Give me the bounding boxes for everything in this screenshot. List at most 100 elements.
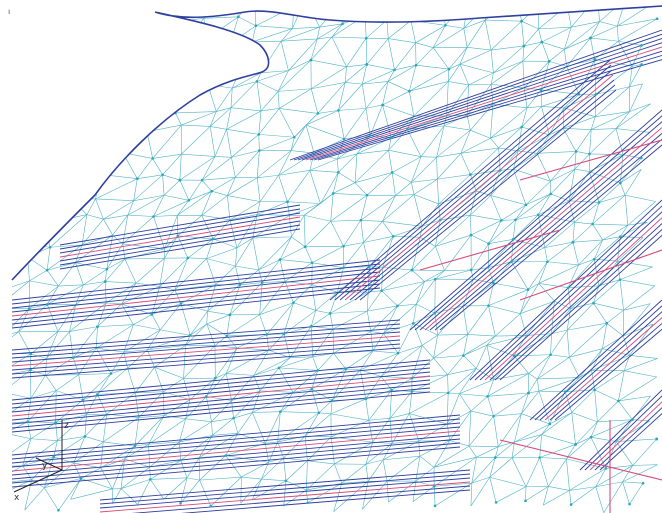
mesh-edge	[432, 25, 446, 48]
mesh-edge	[470, 234, 489, 244]
mesh-edge	[490, 72, 494, 85]
axis-z-label: z	[64, 421, 69, 431]
mesh-edge	[58, 284, 84, 287]
mesh-node	[365, 193, 369, 197]
mesh-edge	[579, 348, 603, 378]
mesh-edge	[411, 269, 445, 271]
mesh-edge	[590, 37, 595, 60]
mesh-edge	[394, 64, 417, 71]
mesh-edge	[230, 41, 253, 45]
mesh-edge	[443, 114, 468, 127]
mesh-node	[278, 258, 282, 261]
mesh-edge	[229, 201, 261, 221]
mesh-edge	[151, 110, 176, 114]
mesh-node	[628, 502, 631, 506]
contour-line	[12, 283, 381, 325]
contour-line	[549, 319, 662, 421]
mesh-edge	[1, 223, 6, 245]
mesh-edge	[74, 83, 111, 106]
mesh-edge	[152, 153, 182, 159]
mesh-edge	[490, 104, 494, 139]
mesh-node	[45, 268, 49, 272]
mesh-edge	[160, 303, 182, 331]
mesh-edge	[447, 374, 449, 393]
contour-line	[539, 309, 662, 421]
mesh-edge	[252, 392, 294, 413]
mesh-edge	[345, 64, 367, 83]
mesh-edge	[27, 256, 48, 271]
mesh-edge	[45, 358, 47, 376]
mesh-node	[96, 393, 99, 396]
mesh-edge	[486, 345, 495, 380]
mesh-edge	[149, 441, 180, 468]
mesh-edge	[235, 237, 253, 267]
mesh-edge	[539, 457, 549, 487]
mesh-edge	[329, 291, 369, 314]
mesh-edge	[595, 86, 630, 117]
mesh-edge	[343, 108, 367, 140]
contour-line	[12, 446, 461, 488]
mesh-edge	[539, 457, 567, 460]
mesh-edge	[0, 289, 5, 308]
mesh-edge	[150, 460, 181, 480]
mesh-edge	[538, 26, 572, 30]
mesh-edge	[12, 91, 22, 114]
mesh-node	[224, 454, 227, 457]
mesh-edge	[253, 357, 291, 376]
mesh-edge	[29, 46, 55, 50]
mesh-edge	[105, 112, 136, 135]
mesh-edge	[187, 238, 214, 259]
mesh-edge	[366, 172, 393, 196]
mesh-edge	[26, 48, 56, 72]
domain-boundary	[11, 5, 662, 281]
mesh-edge	[317, 23, 343, 40]
mesh-edge	[498, 413, 522, 447]
mesh-edge	[12, 256, 28, 262]
mesh-edge	[590, 21, 600, 39]
mesh-node	[292, 135, 296, 139]
mesh-edge	[550, 193, 570, 202]
mesh-edge	[159, 257, 189, 287]
mesh-edge	[265, 441, 278, 444]
mesh-edge	[134, 443, 149, 447]
mesh-edge	[187, 257, 207, 259]
mesh-edge	[338, 172, 356, 183]
mesh-edge	[345, 368, 361, 371]
mesh-edge	[27, 192, 30, 222]
mesh-edge	[181, 111, 217, 126]
mesh-edge	[123, 329, 161, 353]
mesh-node	[396, 351, 400, 355]
mesh-node	[151, 157, 154, 160]
mesh-edge	[567, 322, 607, 331]
mesh-edge	[631, 45, 642, 67]
mesh-edge	[538, 214, 575, 223]
mesh-edge	[47, 104, 75, 109]
mesh-node	[155, 47, 158, 50]
mesh-edge	[291, 236, 306, 248]
mesh-edge	[29, 197, 48, 222]
mesh-edge	[566, 330, 570, 358]
mesh-edge	[306, 460, 308, 491]
mesh-edge	[283, 457, 287, 481]
mesh-edge	[513, 150, 519, 170]
contour-line	[469, 199, 662, 381]
mesh-edge	[290, 137, 295, 151]
mesh-edge	[366, 64, 395, 71]
mesh-edge	[20, 64, 53, 92]
mesh-edge	[278, 367, 318, 371]
mesh-edge	[175, 112, 182, 126]
mesh-edge	[392, 156, 422, 173]
contour-line	[354, 84, 616, 301]
mesh-edge	[598, 182, 621, 203]
mesh-edge	[598, 260, 618, 287]
mesh-edge	[27, 192, 48, 198]
mesh-edge	[541, 106, 564, 109]
axis-y-label: y	[42, 461, 48, 471]
contour-line	[344, 74, 614, 301]
mesh-edge	[27, 179, 61, 193]
mesh-edge	[0, 377, 2, 392]
mesh-edge	[12, 16, 26, 40]
mesh-node	[232, 416, 235, 420]
